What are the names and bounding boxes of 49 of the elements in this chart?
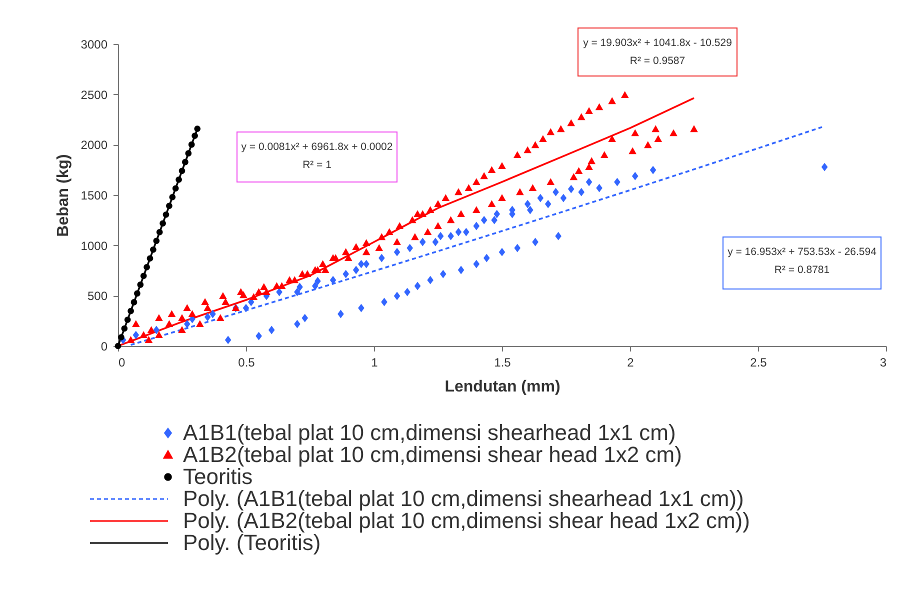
point xyxy=(188,141,195,148)
annotation: R² = 1 xyxy=(302,159,332,171)
x-tick-label: 0 xyxy=(118,356,126,370)
point xyxy=(144,264,150,270)
y-tick-label: 2500 xyxy=(80,88,108,102)
annotation: R² = 0.9587 xyxy=(630,55,686,67)
annotation: R² = 0.8781 xyxy=(774,264,830,276)
point xyxy=(121,325,128,332)
point xyxy=(128,308,134,314)
point xyxy=(172,185,179,192)
y-tick-label: 0 xyxy=(100,340,108,354)
point xyxy=(134,290,140,297)
x-tick-label: 1.5 xyxy=(494,356,512,370)
point xyxy=(146,255,154,262)
y-axis-title: Beban (kg) xyxy=(54,154,72,237)
x-tick-label: 3 xyxy=(880,356,887,370)
x-tick-label: 0.5 xyxy=(238,356,256,370)
annotation: y = 0.0081x² + 6961.8x + 0.0002 xyxy=(241,141,393,153)
point xyxy=(137,282,144,288)
point xyxy=(182,158,188,166)
y-tick-label: 1500 xyxy=(80,188,108,202)
point xyxy=(130,299,138,306)
point xyxy=(178,168,186,174)
point xyxy=(192,132,198,139)
y-tick-label: 3000 xyxy=(80,38,108,52)
point xyxy=(162,211,170,218)
point xyxy=(194,126,201,132)
y-tick-label: 2000 xyxy=(80,138,108,152)
x-tick-label: 2 xyxy=(627,356,634,370)
point xyxy=(153,238,160,244)
point xyxy=(156,228,163,236)
point xyxy=(124,316,131,323)
x-tick-label: 1 xyxy=(371,356,378,370)
legend-label: Poly. (A1B1(tebal plat 10 cm,dimensi shearhead 1x1 cm)) xyxy=(183,486,744,511)
point xyxy=(118,334,124,340)
x-tick-label: 2.5 xyxy=(750,356,768,370)
annotation: y = 19.903x² + 1041.8x - 10.529 xyxy=(583,37,732,49)
point xyxy=(166,202,172,210)
point xyxy=(160,220,166,227)
point xyxy=(150,246,156,253)
y-tick-label: 500 xyxy=(87,289,108,304)
point xyxy=(169,194,176,200)
annotation: y = 16.953x² + 753.53x - 26.594 xyxy=(728,246,877,258)
x-axis-title: Lendutan (mm) xyxy=(444,378,560,396)
legend-label: A1B1(tebal plat 10 cm,dimensi shearhead 1x1 cm) xyxy=(183,420,676,445)
point xyxy=(140,272,147,280)
point xyxy=(185,150,192,156)
y-tick-label: 1000 xyxy=(80,238,108,253)
point xyxy=(176,176,182,183)
